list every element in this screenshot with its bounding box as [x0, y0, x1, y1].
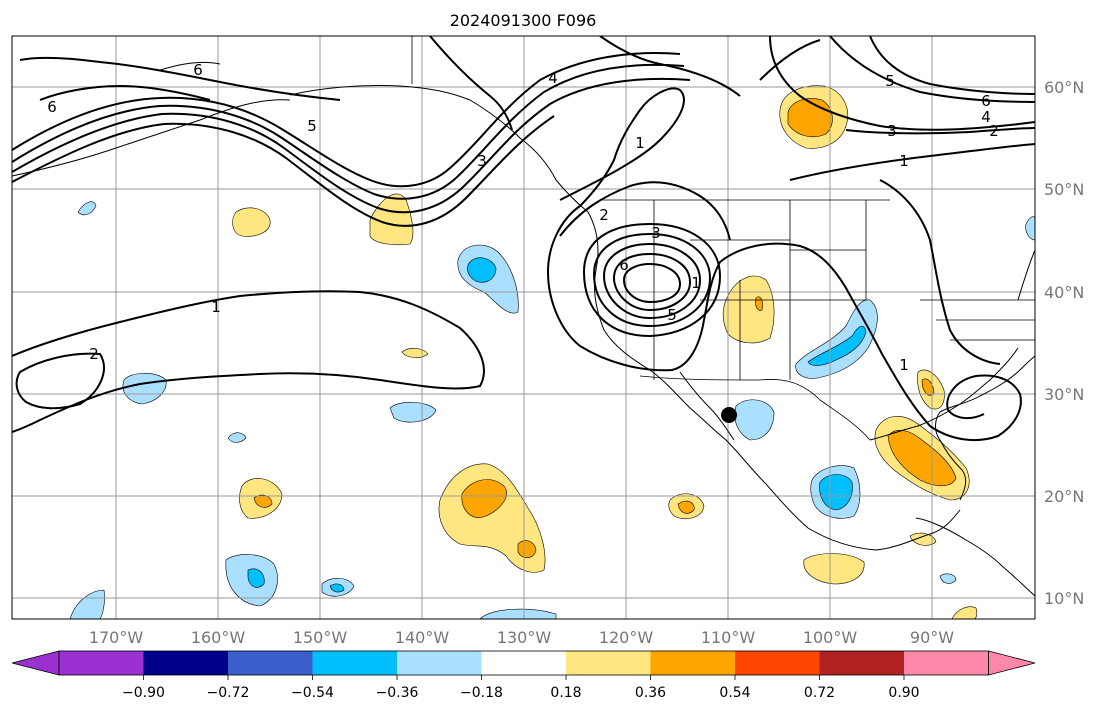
contour-label: 3: [887, 122, 897, 140]
lon-tick-label: 150°W: [293, 628, 348, 647]
colorbar-segment: [397, 651, 482, 675]
contour-label: 4: [548, 69, 558, 87]
contour-label: 6: [981, 92, 991, 110]
lon-axis-labels: 170°W 160°W 150°W 140°W 130°W 120°W 110°…: [89, 628, 954, 647]
anomaly-shading: [69, 85, 1035, 619]
colorbar-segment: [312, 651, 397, 675]
colorbar-segment: [988, 650, 1036, 676]
lat-tick-label: 60°N: [1044, 78, 1084, 97]
lon-tick-label: 130°W: [497, 628, 552, 647]
colorbar-tick-label: 0.72: [804, 685, 835, 701]
contour-label: 3: [477, 152, 487, 170]
colorbar-segment: [566, 651, 651, 675]
colorbar-segment: [904, 651, 989, 675]
lon-tick-label: 90°W: [910, 628, 954, 647]
colorbar-segment: [228, 651, 313, 675]
lon-tick-label: 100°W: [803, 628, 858, 647]
contour-label: 2: [989, 122, 999, 140]
colorbar-segment: [11, 650, 60, 676]
colorbar-tick-label: 0.54: [719, 685, 750, 701]
map-area: 6 6 5 3 4 1 2 3 6 5 1 2 1 5 6 4 3 2 1 1: [12, 36, 1035, 619]
colorbar-segment: [735, 651, 820, 675]
colorbar-segment: [650, 651, 735, 675]
lon-tick-label: 140°W: [395, 628, 450, 647]
contour-label: 1: [899, 356, 909, 374]
lat-tick-label: 30°N: [1044, 385, 1084, 404]
contour-label: 1: [691, 274, 701, 292]
colorbar-segment: [59, 651, 144, 675]
lon-tick-label: 120°W: [599, 628, 654, 647]
lon-tick-label: 160°W: [191, 628, 246, 647]
contour-label: 6: [47, 98, 57, 116]
colorbar-segment: [481, 651, 566, 675]
contour-label: 1: [211, 298, 221, 316]
colorbar-tick-label: −0.54: [291, 685, 334, 701]
contour-label: 6: [619, 256, 629, 274]
lon-tick-label: 110°W: [701, 628, 756, 647]
contour-lines: [12, 36, 1035, 442]
contour-label: 3: [651, 224, 661, 242]
colorbar-tick-label: −0.72: [207, 685, 250, 701]
colorbar-tick-label: 0.18: [550, 685, 581, 701]
contour-label: 1: [899, 152, 909, 170]
colorbar-tick-label: 0.90: [888, 685, 919, 701]
colorbar: −0.90 −0.72 −0.54 −0.36 −0.18 0.18 0.36 …: [11, 650, 1036, 701]
contour-label: 2: [599, 206, 609, 224]
colorbar-tick-label: −0.36: [376, 685, 419, 701]
lat-axis-labels: 60°N 50°N 40°N 30°N 20°N 10°N: [1044, 78, 1084, 608]
lat-tick-label: 40°N: [1044, 283, 1084, 302]
lat-tick-label: 10°N: [1044, 589, 1084, 608]
colorbar-tick-label: −0.90: [122, 685, 165, 701]
colorbar-segment: [143, 651, 228, 675]
map-frame: [11, 35, 1036, 620]
colorbar-tick-label: −0.18: [460, 685, 503, 701]
political-borders: [411, 36, 1035, 441]
coastlines: [12, 61, 1035, 597]
location-marker: [721, 407, 737, 423]
contour-label: 5: [667, 306, 677, 324]
lat-tick-label: 50°N: [1044, 180, 1084, 199]
contour-labels: 6 6 5 3 4 1 2 3 6 5 1 2 1 5 6 4 3 2 1 1: [47, 61, 999, 374]
map-title: 2024091300 F096: [450, 11, 597, 30]
contour-label: 5: [307, 117, 317, 135]
colorbar-tick-label: 0.36: [635, 685, 666, 701]
lon-tick-label: 170°W: [89, 628, 144, 647]
contour-label: 6: [193, 61, 203, 79]
lat-tick-label: 20°N: [1044, 487, 1084, 506]
contour-label: 4: [981, 108, 991, 126]
contour-label: 1: [635, 134, 645, 152]
colorbar-segment: [819, 651, 904, 675]
contour-label: 2: [89, 345, 99, 363]
lat-lon-grid: [12, 36, 1035, 619]
contour-label: 5: [885, 72, 895, 90]
